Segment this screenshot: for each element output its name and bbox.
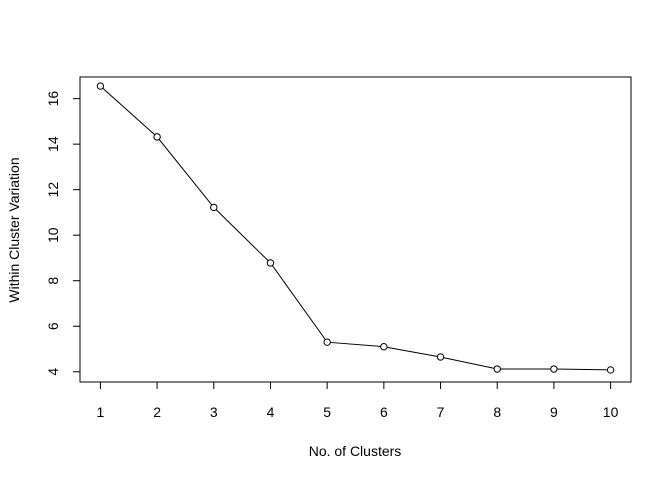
x-tick-label: 9	[550, 404, 558, 420]
x-tick-label: 4	[267, 404, 275, 420]
x-tick-label: 8	[493, 404, 501, 420]
y-tick-label: 16	[45, 91, 61, 107]
data-point	[380, 343, 388, 351]
y-tick-label: 4	[45, 368, 61, 376]
data-point	[493, 365, 501, 373]
x-tick-label: 7	[437, 404, 445, 420]
x-axis: 1 2 3 4 5 6 7 8 9 10	[97, 381, 619, 420]
x-axis-title: No. of Clusters	[309, 443, 402, 459]
x-tick-label: 3	[210, 404, 218, 420]
series-line	[100, 85, 611, 371]
x-tick-label: 6	[380, 404, 388, 420]
x-tick-label: 2	[153, 404, 161, 420]
y-tick-label: 12	[45, 182, 61, 198]
y-tick-label: 8	[45, 277, 61, 285]
data-point	[436, 353, 445, 361]
y-tick-label: 14	[45, 136, 61, 152]
data-point	[210, 203, 218, 212]
y-tick-label: 10	[45, 227, 61, 243]
y-axis: 4 6 8 10 12 14 16	[45, 91, 81, 376]
y-axis-title: Within Cluster Variation	[6, 157, 22, 302]
data-point	[153, 133, 161, 141]
y-tick-label: 6	[45, 322, 61, 330]
data-point	[266, 259, 275, 267]
x-tick-label: 10	[603, 404, 619, 420]
data-point	[550, 365, 558, 373]
x-tick-label: 1	[97, 404, 105, 420]
data-point	[323, 338, 331, 346]
data-point	[606, 366, 615, 374]
data-points	[96, 82, 615, 374]
data-point	[96, 82, 105, 90]
x-tick-label: 5	[323, 404, 331, 420]
